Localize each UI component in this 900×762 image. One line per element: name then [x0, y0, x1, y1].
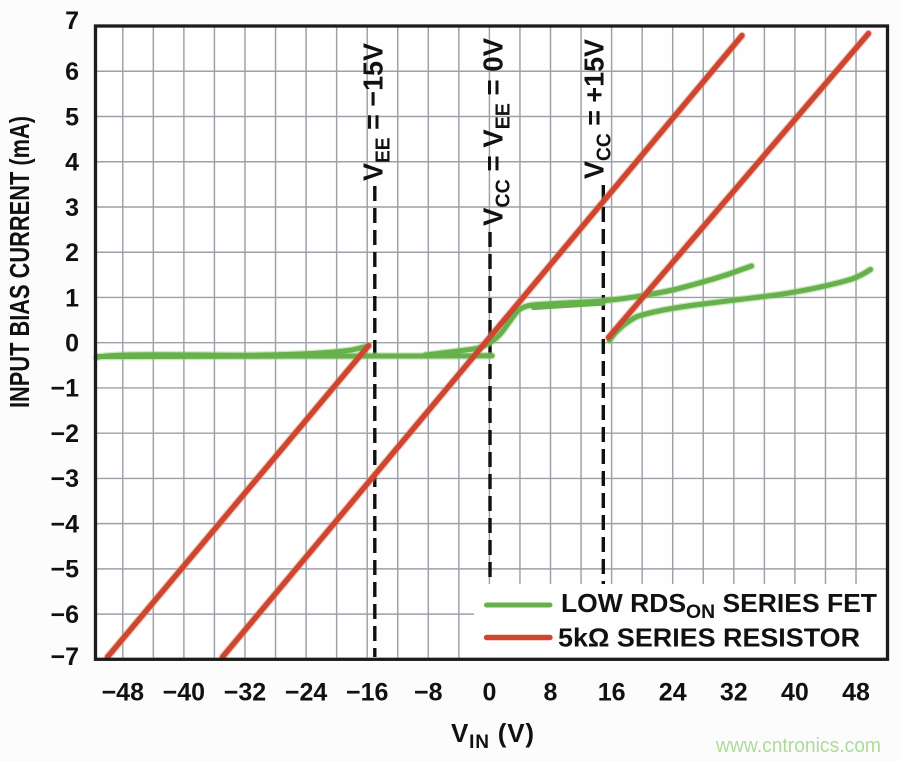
svg-text:−24: −24	[285, 679, 328, 707]
svg-text:−6: −6	[50, 601, 79, 629]
svg-text:−32: −32	[224, 679, 266, 707]
svg-text:INPUT BIAS CURRENT (mA): INPUT BIAS CURRENT (mA)	[4, 116, 35, 408]
svg-text:−5: −5	[50, 556, 79, 584]
svg-text:−8: −8	[414, 679, 443, 707]
svg-text:2: 2	[65, 239, 79, 267]
svg-text:−16: −16	[346, 679, 388, 707]
svg-text:5kΩ SERIES RESISTOR: 5kΩ SERIES RESISTOR	[558, 623, 860, 653]
svg-text:www.cntronics.com: www.cntronics.com	[715, 735, 881, 757]
svg-text:−3: −3	[50, 465, 79, 493]
svg-text:5: 5	[65, 103, 79, 131]
svg-text:−1: −1	[50, 375, 79, 403]
svg-text:VIN (V): VIN (V)	[451, 718, 535, 753]
svg-text:VEE = −15V: VEE = −15V	[358, 43, 395, 181]
svg-text:48: 48	[842, 679, 870, 707]
svg-text:−7: −7	[50, 643, 79, 671]
svg-text:8: 8	[544, 679, 558, 707]
svg-text:0: 0	[65, 330, 79, 358]
svg-text:7: 7	[65, 7, 79, 35]
svg-text:4: 4	[65, 149, 79, 177]
svg-text:1: 1	[65, 284, 79, 312]
svg-text:VCC = +15V: VCC = +15V	[579, 39, 616, 179]
svg-text:−40: −40	[163, 679, 205, 707]
svg-text:3: 3	[65, 194, 79, 222]
svg-text:VCC = VEE = 0V: VCC = VEE = 0V	[478, 38, 515, 226]
svg-text:40: 40	[781, 679, 809, 707]
svg-text:16: 16	[598, 679, 626, 707]
svg-text:−2: −2	[50, 420, 79, 448]
svg-text:−4: −4	[50, 510, 79, 538]
svg-text:24: 24	[659, 679, 687, 707]
svg-text:6: 6	[65, 58, 79, 86]
svg-text:32: 32	[720, 679, 748, 707]
svg-text:−48: −48	[102, 679, 145, 707]
svg-text:0: 0	[482, 679, 496, 707]
